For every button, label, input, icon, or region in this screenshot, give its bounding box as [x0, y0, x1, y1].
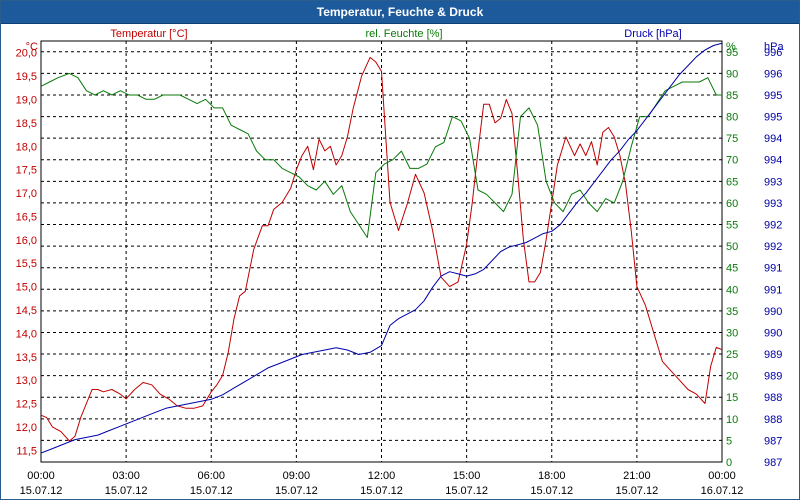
- x-tick-date-label: 15.07.12: [190, 485, 233, 497]
- pressure-unit-label: hPa: [764, 41, 784, 53]
- title-bar: Temperatur, Feuchte & Druck: [1, 1, 799, 24]
- humidity-tick-label: 80: [726, 112, 738, 124]
- series-line-temperatur: [41, 56, 722, 442]
- pressure-tick-label: 987: [764, 457, 782, 469]
- pressure-tick-label: 989: [764, 371, 782, 383]
- series-line-rel-feuchte: [41, 72, 722, 238]
- temperature-tick-label: 16,5: [16, 211, 37, 223]
- humidity-tick-label: 30: [726, 327, 738, 339]
- temperature-axis-title: Temperatur [°C]: [110, 28, 187, 40]
- temperature-tick-label: 12,0: [16, 422, 37, 434]
- temperature-tick-label: 17,5: [16, 165, 37, 177]
- plot-area-border: [40, 40, 723, 463]
- axis-labels: 00:00 15.07.12 03:00 15.07.12 06:00 15.07.12 0…: [16, 28, 785, 497]
- temperature-tick-label: 14,5: [16, 305, 37, 317]
- temperature-tick-label: 11,5: [16, 445, 37, 457]
- pressure-tick-label: 993: [764, 198, 782, 210]
- humidity-tick-label: 20: [726, 371, 738, 383]
- temperature-tick-label: 13,5: [16, 352, 37, 364]
- temperature-tick-label: 18,0: [16, 141, 37, 153]
- pressure-tick-label: 989: [764, 349, 782, 361]
- x-tick-date-label: 15.07.12: [105, 485, 148, 497]
- pressure-tick-label: 990: [764, 327, 782, 339]
- x-tick-date-label: 15.07.12: [530, 485, 573, 497]
- humidity-unit-label: %: [726, 41, 736, 53]
- humidity-tick-label: 60: [726, 198, 738, 210]
- temperature-tick-label: 12,5: [16, 399, 37, 411]
- pressure-tick-label: 994: [764, 155, 782, 167]
- temperature-unit-label: °C: [26, 41, 38, 53]
- x-tick-time-label: 18:00: [538, 470, 566, 482]
- humidity-tick-label: 90: [726, 68, 738, 80]
- x-tick-date-label: 15.07.12: [275, 485, 318, 497]
- humidity-tick-label: 50: [726, 241, 738, 253]
- grid: [41, 41, 722, 462]
- pressure-tick-label: 993: [764, 176, 782, 188]
- x-tick-date-label: 15.07.12: [20, 485, 63, 497]
- humidity-axis-title: rel. Feuchte [%]: [365, 28, 442, 40]
- temperature-tick-label: 16,0: [16, 235, 37, 247]
- temperature-tick-label: 15,0: [16, 282, 37, 294]
- temperature-tick-label: 14,0: [16, 328, 37, 340]
- temperature-tick-label: 20,0: [16, 48, 37, 60]
- pressure-tick-label: 988: [764, 414, 782, 426]
- series-layer: [41, 42, 722, 454]
- humidity-tick-label: 95: [726, 47, 738, 59]
- x-tick-time-label: 09:00: [283, 470, 311, 482]
- humidity-tick-label: 70: [726, 155, 738, 167]
- series-line-druck: [41, 42, 722, 454]
- x-tick-date-label: 15.07.12: [615, 485, 658, 497]
- temperature-tick-label: 19,5: [16, 71, 37, 83]
- humidity-tick-label: 10: [726, 414, 738, 426]
- pressure-tick-label: 992: [764, 220, 782, 232]
- humidity-tick-label: 75: [726, 133, 738, 145]
- humidity-tick-label: 0: [726, 457, 732, 469]
- humidity-tick-label: 5: [726, 435, 732, 447]
- pressure-tick-label: 995: [764, 112, 782, 124]
- humidity-tick-label: 85: [726, 90, 738, 102]
- x-tick-time-label: 00:00: [708, 470, 736, 482]
- humidity-tick-label: 55: [726, 220, 738, 232]
- humidity-tick-label: 65: [726, 176, 738, 188]
- humidity-tick-label: 45: [726, 263, 738, 275]
- chart-title: Temperatur, Feuchte & Druck: [316, 5, 484, 19]
- temperature-tick-label: 19,0: [16, 94, 37, 106]
- x-tick-time-label: 06:00: [197, 470, 225, 482]
- x-tick-time-label: 12:00: [368, 470, 396, 482]
- pressure-tick-label: 991: [764, 284, 782, 296]
- humidity-tick-label: 25: [726, 349, 738, 361]
- pressure-tick-label: 987: [764, 435, 782, 447]
- x-tick-date-label: 15.07.12: [360, 485, 403, 497]
- pressure-tick-label: 991: [764, 263, 782, 275]
- pressure-tick-label: 994: [764, 133, 782, 145]
- pressure-tick-label: 988: [764, 392, 782, 404]
- pressure-axis-title: Druck [hPa]: [624, 28, 681, 40]
- x-tick-time-label: 00:00: [27, 470, 55, 482]
- pressure-tick-label: 996: [764, 68, 782, 80]
- x-tick-date-label: 15.07.12: [445, 485, 488, 497]
- pressure-tick-label: 992: [764, 241, 782, 253]
- pressure-tick-label: 995: [764, 90, 782, 102]
- temperature-tick-label: 15,5: [16, 258, 37, 270]
- pressure-tick-label: 990: [764, 306, 782, 318]
- x-tick-time-label: 15:00: [453, 470, 481, 482]
- temperature-tick-label: 18,5: [16, 118, 37, 130]
- pressure-tick-label: 996: [764, 47, 782, 59]
- x-tick-time-label: 21:00: [623, 470, 651, 482]
- temperature-tick-label: 17,0: [16, 188, 37, 200]
- x-tick-time-label: 03:00: [112, 470, 140, 482]
- humidity-tick-label: 40: [726, 284, 738, 296]
- humidity-tick-label: 15: [726, 392, 738, 404]
- x-tick-date-label: 16.07.12: [701, 485, 744, 497]
- humidity-tick-label: 35: [726, 306, 738, 318]
- temperature-tick-label: 13,0: [16, 375, 37, 387]
